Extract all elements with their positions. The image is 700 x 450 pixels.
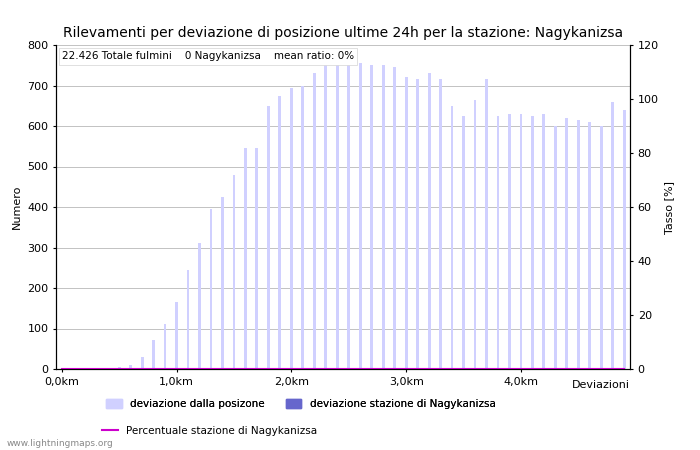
Bar	[474, 100, 477, 369]
Bar	[130, 365, 132, 369]
Y-axis label: Numero: Numero	[12, 185, 22, 229]
Bar	[232, 175, 235, 369]
Bar	[542, 114, 545, 369]
Title: Rilevamenti per deviazione di posizione ultime 24h per la stazione: Nagykanizsa: Rilevamenti per deviazione di posizione …	[63, 26, 623, 40]
Bar	[496, 116, 499, 369]
Legend: Percentuale stazione di Nagykanizsa: Percentuale stazione di Nagykanizsa	[98, 422, 322, 440]
Bar	[302, 86, 304, 369]
Legend: deviazione dalla posizone, deviazione stazione di Nagykanizsa: deviazione dalla posizone, deviazione st…	[102, 395, 500, 413]
Bar	[462, 116, 465, 369]
Bar	[566, 118, 568, 369]
Bar	[141, 357, 144, 369]
Bar	[152, 340, 155, 369]
Bar	[209, 209, 212, 369]
Bar	[324, 65, 327, 369]
Bar	[485, 80, 488, 369]
Bar	[589, 122, 591, 369]
Bar	[439, 80, 442, 369]
Bar	[508, 114, 511, 369]
Bar	[175, 302, 178, 369]
Bar	[611, 102, 614, 369]
Bar	[370, 65, 373, 369]
Bar	[577, 120, 580, 369]
Bar	[359, 63, 362, 369]
Bar	[290, 88, 293, 369]
Text: Deviazioni: Deviazioni	[572, 380, 630, 390]
Bar	[519, 114, 522, 369]
Text: www.lightningmaps.org: www.lightningmaps.org	[7, 439, 113, 448]
Y-axis label: Tasso [%]: Tasso [%]	[664, 180, 674, 234]
Bar	[313, 73, 316, 369]
Bar	[267, 106, 270, 369]
Bar	[382, 65, 384, 369]
Bar	[244, 148, 247, 369]
Bar	[428, 73, 430, 369]
Bar	[531, 116, 534, 369]
Bar	[256, 148, 258, 369]
Bar	[554, 126, 556, 369]
Bar	[164, 324, 167, 369]
Bar	[600, 126, 603, 369]
Bar	[279, 96, 281, 369]
Bar	[336, 63, 339, 369]
Bar	[623, 110, 626, 369]
Bar	[416, 80, 419, 369]
Bar	[451, 106, 454, 369]
Bar	[118, 367, 120, 369]
Bar	[347, 61, 350, 369]
Bar	[221, 197, 224, 369]
Text: 22.426 Totale fulmini    0 Nagykanizsa    mean ratio: 0%: 22.426 Totale fulmini 0 Nagykanizsa mean…	[62, 51, 354, 62]
Bar	[198, 243, 201, 369]
Bar	[405, 77, 407, 369]
Bar	[187, 270, 190, 369]
Bar	[393, 68, 396, 369]
